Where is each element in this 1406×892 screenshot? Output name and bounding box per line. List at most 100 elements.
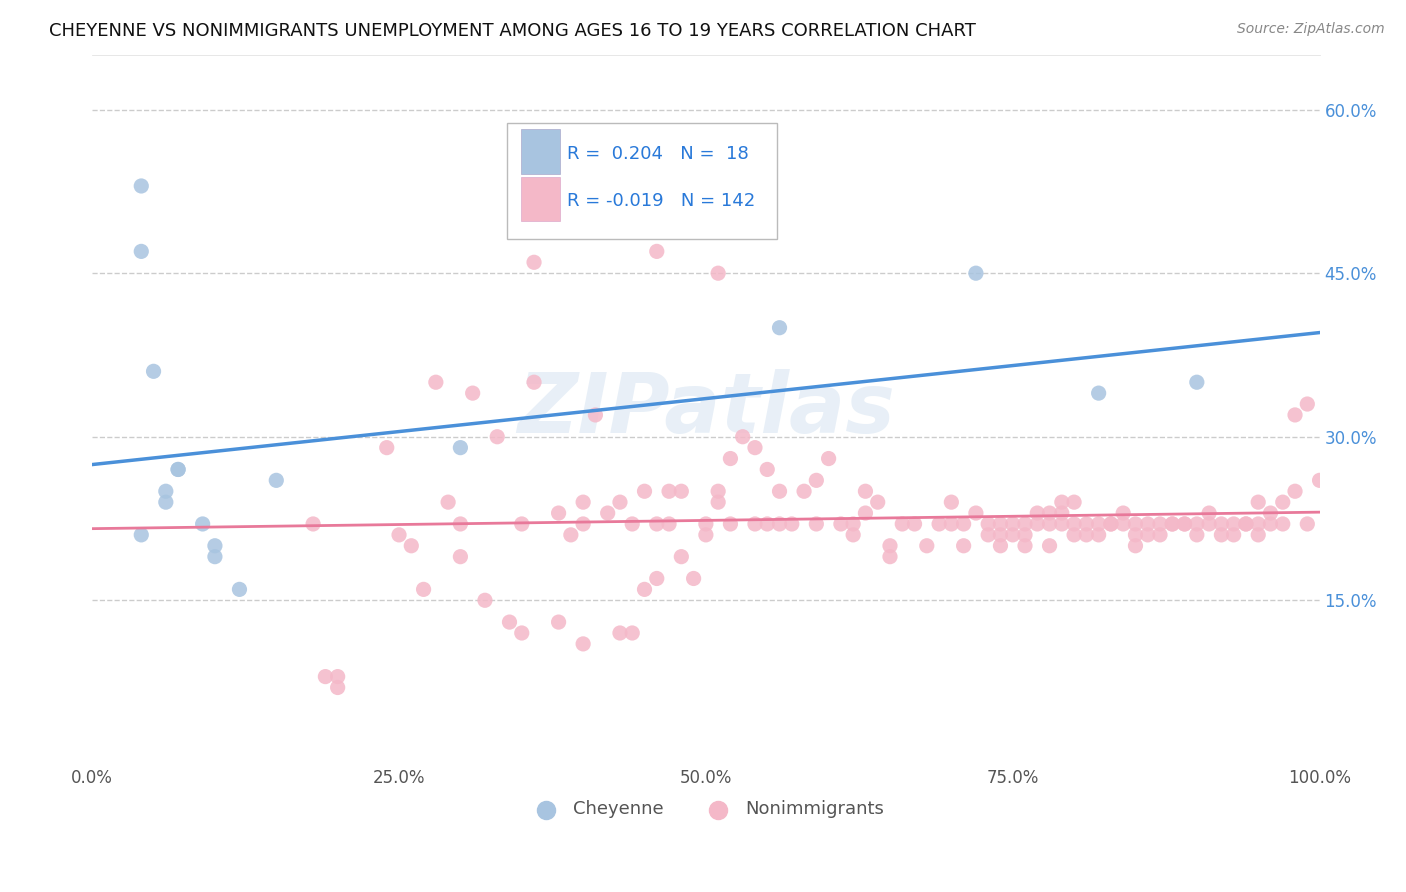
Point	[817, 451, 839, 466]
Text: R = -0.019   N = 142: R = -0.019 N = 142	[567, 193, 755, 211]
Point	[1211, 516, 1233, 531]
Point	[326, 681, 349, 695]
Point	[866, 495, 889, 509]
Point	[609, 626, 631, 640]
Point	[952, 539, 974, 553]
Point	[1174, 516, 1197, 531]
Point	[658, 516, 681, 531]
Point	[1125, 539, 1147, 553]
Point	[695, 516, 717, 531]
Point	[1063, 516, 1085, 531]
Point	[129, 178, 152, 193]
Point	[498, 615, 520, 629]
Point	[1234, 516, 1257, 531]
Point	[560, 528, 582, 542]
Point	[1014, 539, 1036, 553]
Point	[645, 516, 668, 531]
Point	[1271, 495, 1294, 509]
Point	[1296, 516, 1319, 531]
Point	[461, 386, 484, 401]
Point	[1296, 397, 1319, 411]
Point	[756, 516, 779, 531]
Point	[671, 484, 693, 499]
Point	[1099, 516, 1122, 531]
Point	[1026, 516, 1049, 531]
Point	[645, 572, 668, 586]
Point	[707, 484, 730, 499]
Point	[1063, 495, 1085, 509]
Point	[412, 582, 434, 597]
Point	[129, 528, 152, 542]
Point	[596, 506, 619, 520]
Point	[756, 462, 779, 476]
Point	[129, 244, 152, 259]
Point	[449, 516, 471, 531]
Point	[1247, 516, 1270, 531]
Point	[1087, 528, 1109, 542]
Point	[326, 670, 349, 684]
Point	[1038, 516, 1060, 531]
Point	[583, 408, 606, 422]
Point	[523, 376, 546, 390]
Point	[793, 484, 815, 499]
Point	[941, 516, 963, 531]
Point	[1149, 516, 1171, 531]
Point	[375, 441, 398, 455]
Point	[633, 582, 655, 597]
Point	[1284, 408, 1306, 422]
Point	[486, 430, 509, 444]
Point	[1198, 516, 1220, 531]
Point	[1284, 484, 1306, 499]
Point	[990, 516, 1012, 531]
Point	[1174, 516, 1197, 531]
Point	[1136, 528, 1159, 542]
Point	[1260, 506, 1282, 520]
Point	[621, 626, 644, 640]
Point	[806, 516, 828, 531]
Point	[695, 528, 717, 542]
Point	[1234, 516, 1257, 531]
Text: R =  0.204   N =  18: R = 0.204 N = 18	[567, 145, 749, 162]
Point	[572, 516, 595, 531]
Point	[1260, 516, 1282, 531]
Point	[388, 528, 411, 542]
Point	[1125, 516, 1147, 531]
Point	[155, 484, 177, 499]
Point	[1076, 528, 1098, 542]
Point	[437, 495, 460, 509]
Point	[1099, 516, 1122, 531]
Point	[449, 441, 471, 455]
Point	[1050, 495, 1073, 509]
Point	[1112, 516, 1135, 531]
Point	[1050, 506, 1073, 520]
Point	[671, 549, 693, 564]
Point	[1247, 528, 1270, 542]
Point	[768, 516, 790, 531]
Point	[1014, 516, 1036, 531]
Point	[314, 670, 336, 684]
Point	[903, 516, 925, 531]
Point	[1185, 376, 1208, 390]
Point	[1211, 528, 1233, 542]
Point	[167, 462, 190, 476]
Point	[266, 474, 288, 488]
Point	[806, 474, 828, 488]
Point	[1125, 528, 1147, 542]
Point	[990, 528, 1012, 542]
Point	[990, 539, 1012, 553]
Point	[707, 495, 730, 509]
Point	[572, 495, 595, 509]
Point	[928, 516, 950, 531]
Point	[1112, 506, 1135, 520]
Point	[155, 495, 177, 509]
Point	[855, 506, 877, 520]
Point	[474, 593, 496, 607]
Point	[780, 516, 803, 531]
Point	[941, 495, 963, 509]
Point	[633, 484, 655, 499]
Point	[142, 364, 165, 378]
Point	[842, 516, 865, 531]
Point	[572, 637, 595, 651]
Point	[658, 484, 681, 499]
Point	[1063, 528, 1085, 542]
